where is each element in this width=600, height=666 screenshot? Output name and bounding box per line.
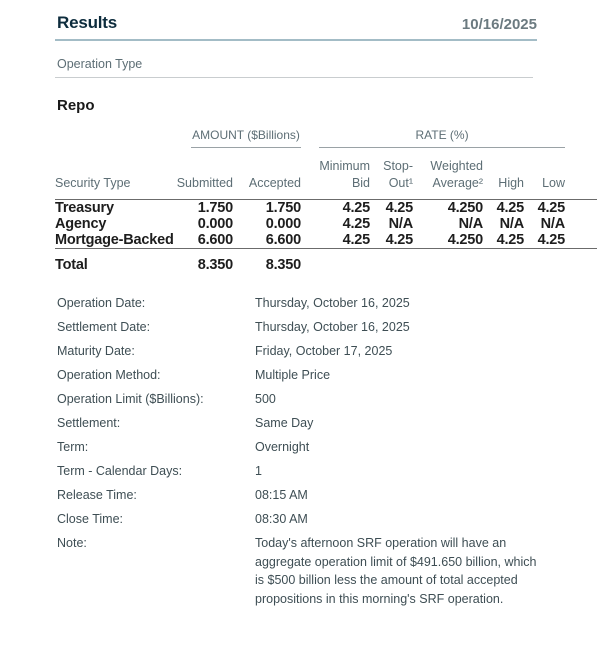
operation-type-strip: Operation Type bbox=[55, 41, 533, 78]
results-table: AMOUNT ($Billions) RATE (%) Security Typ… bbox=[55, 126, 598, 283]
page-header: Results 10/16/2025 bbox=[55, 11, 537, 41]
note-text: Today's afternoon SRF operation will hav… bbox=[255, 536, 537, 606]
table-row-treasury: Treasury 1.750 1.750 4.25 4.25 4.250 4.2… bbox=[55, 200, 566, 216]
spacer-cell bbox=[565, 148, 597, 200]
amount-group-header: AMOUNT ($Billions) bbox=[191, 128, 302, 148]
detail-row-operation-limit: Operation Limit ($Billions): 500 bbox=[57, 392, 276, 406]
rate-group-header: RATE (%) bbox=[319, 128, 566, 148]
operation-type-label: Operation Type bbox=[57, 57, 143, 71]
spacer-cell bbox=[565, 126, 597, 148]
detail-row-close-time: Close Time: 08:30 AM bbox=[57, 512, 308, 526]
detail-row-term: Term: Overnight bbox=[57, 440, 310, 454]
column-header-high: High bbox=[498, 176, 525, 190]
detail-row-settlement-date: Settlement Date: Thursday, October 16, 2… bbox=[57, 320, 410, 334]
detail-row-operation-method: Operation Method: Multiple Price bbox=[57, 368, 331, 382]
section-title-repo: Repo bbox=[57, 97, 95, 114]
column-header-stop-out: Stop- Out¹ bbox=[383, 159, 414, 190]
table-row-total: Total 8.350 8.350 bbox=[55, 248, 598, 283]
page-title: Results bbox=[57, 13, 118, 32]
table-row-agency: Agency 0.000 0.000 4.25 N/A N/A N/A N/A bbox=[55, 216, 566, 232]
header-date: 10/16/2025 bbox=[461, 16, 537, 33]
column-header-accepted: Accepted bbox=[248, 176, 302, 190]
column-header-row: Security Type Submitted Accepted Minimum… bbox=[55, 148, 598, 200]
table-row-mortgage-backed: Mortgage-Backed 6.600 6.600 4.25 4.25 4.… bbox=[55, 232, 566, 248]
detail-row-maturity-date: Maturity Date: Friday, October 17, 2025 bbox=[57, 344, 393, 358]
group-header-row: AMOUNT ($Billions) RATE (%) bbox=[55, 126, 597, 148]
column-header-security-type: Security Type bbox=[55, 176, 131, 190]
operation-details: Operation Date: Thursday, October 16, 20… bbox=[57, 294, 600, 608]
column-header-minimum-bid: Minimum Bid bbox=[319, 159, 371, 190]
column-header-low: Low bbox=[542, 176, 566, 190]
detail-row-note: Note: Today's afternoon SRF operation wi… bbox=[57, 534, 600, 608]
detail-row-release-time: Release Time: 08:15 AM bbox=[57, 488, 308, 502]
detail-row-settlement: Settlement: Same Day bbox=[57, 416, 314, 430]
column-header-weighted-average: Weighted Average² bbox=[430, 159, 484, 190]
detail-row-term-calendar-days: Term - Calendar Days: 1 bbox=[57, 464, 262, 478]
results-page: Results 10/16/2025 Operation Type Repo A… bbox=[55, 11, 600, 608]
column-header-submitted: Submitted bbox=[176, 176, 233, 190]
detail-row-operation-date: Operation Date: Thursday, October 16, 20… bbox=[57, 296, 410, 310]
